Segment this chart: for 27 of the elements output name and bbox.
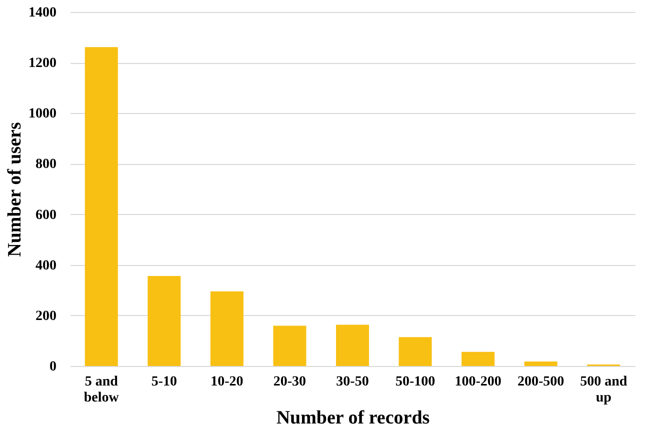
bar <box>148 276 181 366</box>
bar <box>84 47 118 366</box>
y-tick-label: 200 <box>36 308 56 324</box>
y-tick-label: 1000 <box>28 106 56 122</box>
x-tick-label: 30-50 <box>336 374 369 390</box>
bar <box>336 324 369 366</box>
bar <box>398 337 432 366</box>
x-tick-label: 20-30 <box>273 374 306 390</box>
x-tick-label: 200-500 <box>517 374 564 390</box>
y-tick-label: 600 <box>36 208 56 223</box>
y-axis-title: Number of users <box>4 122 26 257</box>
bar <box>273 326 306 366</box>
x-tick-label: 50-100 <box>395 374 436 390</box>
y-tick-label: 800 <box>36 157 56 172</box>
y-tick-label: 400 <box>36 258 56 274</box>
y-tick-label: 0 <box>50 360 56 374</box>
y-tick-label: 1400 <box>28 6 56 20</box>
x-tick-label: 100-200 <box>454 374 502 390</box>
bar <box>524 361 558 366</box>
bar <box>210 291 244 366</box>
x-tick-label: 5 and below <box>84 374 120 406</box>
x-tick-label: 500 and up <box>580 374 628 406</box>
y-tick-label: 1200 <box>28 56 56 72</box>
bar <box>462 352 495 366</box>
x-tick-label: 5-10 <box>151 374 178 390</box>
x-tick-label: 10-20 <box>210 374 244 390</box>
x-axis-title: Number of records <box>276 408 430 428</box>
